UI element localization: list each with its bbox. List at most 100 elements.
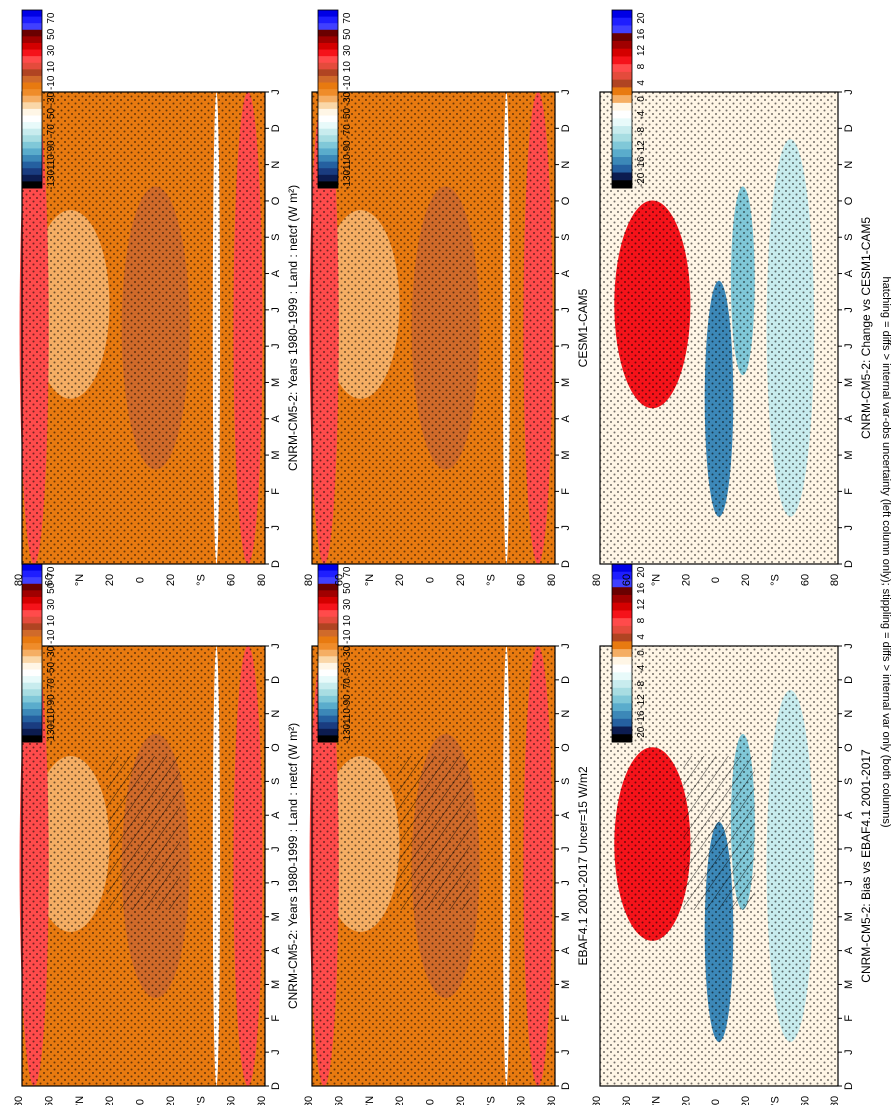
x-tick-label: J: [843, 846, 855, 852]
colorbar-swatch: [612, 64, 632, 73]
lat-tick-label: 20: [680, 1096, 692, 1105]
chart-panel-p01: D J F M A M J J A S O N D J 80 60 °N 20 0 20 °S 60 80 CNRM-CM5-…: [13, 9, 300, 586]
colorbar-label: 30: [342, 598, 353, 610]
x-tick-label: A: [843, 269, 855, 277]
colorbar-swatch: [22, 722, 42, 730]
x-tick-label: J: [270, 307, 282, 313]
lat-tick-label: 80: [256, 1096, 268, 1105]
colorbar-swatch: [22, 583, 42, 591]
colorbar-swatch: [22, 128, 42, 136]
colorbar-label: 10: [46, 615, 57, 627]
x-tick-label: D: [843, 1082, 855, 1090]
colorbar-swatch: [22, 636, 42, 644]
colorbar-label: -130: [342, 169, 353, 189]
figure-footnote: hatching = diffs > internal var-obs unce…: [880, 276, 892, 827]
colorbar-swatch: [318, 82, 338, 90]
colorbar-swatch: [612, 25, 632, 34]
colorbar-swatch: [612, 79, 632, 88]
colorbar-swatch: [318, 148, 338, 156]
panel-frame: [311, 91, 556, 565]
lat-tick-label: 20: [165, 574, 177, 586]
lat-tick-label: 60: [516, 574, 528, 586]
x-tick-label: S: [560, 234, 572, 241]
colorbar-swatch: [318, 676, 338, 684]
colorbar-swatch: [612, 10, 632, 19]
panel-frame: [21, 91, 266, 565]
colorbar-swatch: [22, 42, 42, 51]
colorbar-swatch: [318, 596, 338, 605]
colorbar-swatch: [318, 102, 338, 110]
colorbar-swatch: [318, 23, 338, 31]
x-tick-label: M: [270, 980, 282, 989]
x-tick-label: J: [560, 307, 572, 313]
colorbar-swatch: [318, 56, 338, 64]
colorbar-label: 0: [636, 650, 647, 656]
colorbar-swatch: [612, 594, 632, 604]
colorbar-swatch: [612, 17, 632, 26]
colorbar-label: -30: [342, 645, 353, 660]
colorbar-swatch: [22, 662, 42, 670]
colorbar-swatch: [318, 570, 338, 578]
lat-tick-label: 80: [13, 1096, 25, 1105]
colorbar-label: -4: [636, 110, 647, 119]
colorbar-swatch: [318, 181, 338, 189]
lat-tick-label: 80: [829, 1096, 841, 1105]
colorbar-swatch: [612, 110, 632, 119]
panel-frame: [599, 645, 839, 1087]
colorbar-label: -110: [46, 154, 57, 174]
x-tick-label: M: [560, 980, 572, 989]
hatching-overlay: [683, 756, 755, 910]
colorbar-swatch: [22, 16, 42, 24]
x-tick-label: M: [560, 450, 572, 459]
colorbar-swatch: [612, 564, 632, 573]
lat-tick-label: 20: [104, 574, 116, 586]
colorbar-swatch: [318, 616, 338, 624]
lat-tick-label: °N: [74, 574, 86, 586]
panel-frame: [21, 645, 266, 1087]
lat-tick-label: 20: [394, 1096, 406, 1105]
lat-tick-label: 0: [135, 577, 147, 583]
colorbar-swatch: [318, 649, 338, 657]
colorbar-swatch: [612, 625, 632, 635]
colorbar-label: 70: [342, 12, 353, 24]
colorbar-label: -110: [342, 154, 353, 174]
x-tick-label: O: [270, 196, 282, 205]
colorbar-label: -50: [342, 108, 353, 123]
x-tick-label: N: [843, 710, 855, 718]
x-tick-label: J: [270, 1049, 282, 1055]
colorbar-swatch: [22, 161, 42, 169]
lat-tick-label: 60: [799, 1096, 811, 1105]
panel-frame: [599, 91, 839, 565]
x-tick-label: J: [270, 89, 282, 95]
colorbar-swatch: [318, 577, 338, 585]
lat-tick-label: 20: [455, 1096, 467, 1105]
colorbar-label: -12: [636, 140, 647, 155]
colorbar-swatch: [612, 157, 632, 166]
x-tick-label: S: [270, 234, 282, 241]
x-tick-label: J: [560, 880, 572, 886]
x-tick-label: O: [560, 196, 572, 205]
colorbar-label: -30: [46, 645, 57, 660]
colorbar-swatch: [22, 590, 42, 598]
lat-tick-label: 80: [829, 574, 841, 586]
x-tick-label: M: [270, 378, 282, 387]
colorbar-swatch: [318, 702, 338, 710]
colorbar-swatch: [318, 49, 338, 57]
colorbar-swatch: [318, 610, 338, 618]
colorbar-swatch: [318, 155, 338, 163]
lat-tick-label: 60: [333, 574, 345, 586]
colorbar-swatch: [318, 75, 338, 84]
colorbar-label: 10: [342, 615, 353, 627]
colorbar-swatch: [612, 141, 632, 150]
lat-tick-label: °N: [74, 1096, 86, 1105]
colorbar-swatch: [22, 649, 42, 657]
lat-tick-label: 60: [621, 574, 633, 586]
x-tick-label: A: [560, 414, 572, 422]
x-tick-label: A: [843, 414, 855, 422]
lat-tick-label: 60: [799, 574, 811, 586]
x-tick-label: J: [560, 643, 572, 649]
colorbar-label: 12: [636, 44, 647, 56]
lat-tick-label: 60: [516, 1096, 528, 1105]
